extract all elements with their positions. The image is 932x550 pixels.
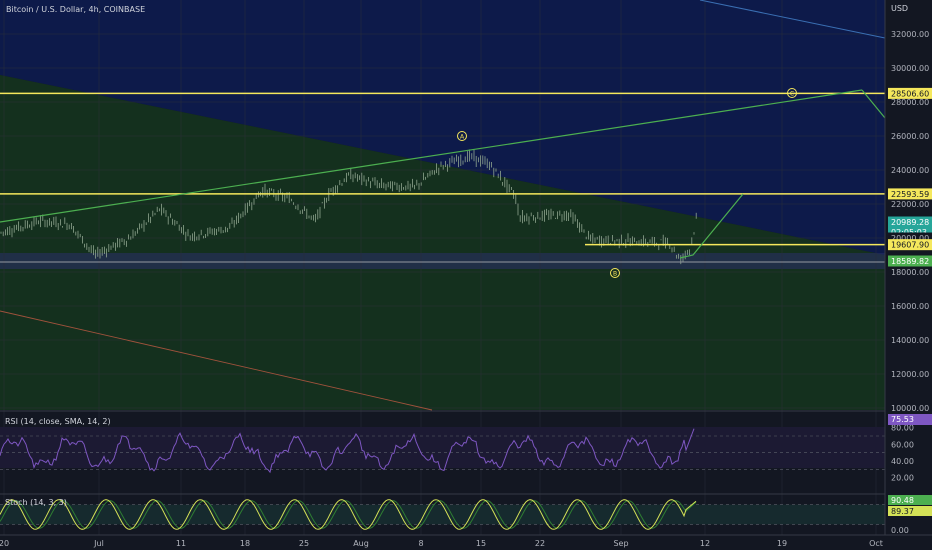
stoch-label: Stoch (14, 3, 3): [5, 498, 67, 507]
stoch-d-value: 89.37: [891, 507, 914, 516]
rsi-pane[interactable]: [0, 410, 932, 474]
rsi-tick: 60.00: [891, 440, 914, 449]
support-range-box: [0, 253, 885, 269]
price-tick: 12000.00: [891, 370, 929, 379]
price-tick: 18000.00: [891, 268, 929, 277]
rsi-tick: 20.00: [891, 474, 914, 483]
tag-level-base: 18589.82: [891, 257, 929, 266]
tag-partial-tick: 20000.00: [891, 234, 929, 243]
tag-countdown-bg: [888, 226, 932, 238]
stoch-band: [0, 504, 885, 525]
chart-title: Bitcoin / U.S. Dollar, 4h, COINBASE: [6, 5, 145, 14]
tag-level-mid-bg: [888, 188, 932, 200]
projection-up[interactable]: [679, 193, 744, 259]
time-tick: 15: [476, 539, 486, 548]
price-tick: 30000.00: [891, 64, 929, 73]
stoch-pane[interactable]: [0, 493, 932, 530]
time-tick: 18: [240, 539, 250, 548]
tag-level-low: 19607.90: [891, 241, 929, 250]
stoch-d-bg: [888, 506, 932, 516]
tag-partial-tick-bg: [888, 232, 932, 244]
lower-channel-zone: [0, 75, 885, 410]
upper-channel-line[interactable]: [699, 0, 886, 39]
price-tick: 14000.00: [891, 336, 929, 345]
rsi-tick: 80.00: [891, 424, 914, 433]
price-axis[interactable]: 32000.00 30000.00 28000.00 26000.00 24000.00…: [884, 0, 932, 550]
stoch-k-value: 90.48: [891, 496, 914, 505]
time-tick: Aug: [353, 539, 369, 548]
time-tick: 19: [777, 539, 787, 548]
projection-down[interactable]: [861, 89, 886, 119]
time-tick: Oct: [869, 539, 883, 548]
stoch-tick: 0.00: [891, 526, 909, 535]
price-tick: 10000.00: [891, 404, 929, 413]
stoch-k-bg: [888, 495, 932, 505]
rsi-value-bg: [888, 414, 932, 425]
rising-trendline[interactable]: [0, 89, 863, 223]
wave-c-label: C: [790, 91, 794, 98]
rsi-tick: 40.00: [891, 457, 914, 466]
time-tick: 12: [700, 539, 710, 548]
price-tick: 22000.00: [891, 200, 929, 209]
price-tick: 16000.00: [891, 302, 929, 311]
stoch-k-line: [0, 499, 697, 530]
chart-drawings[interactable]: [0, 0, 886, 411]
tag-level-high: 28506.60: [891, 89, 929, 98]
rsi-line: [0, 428, 695, 474]
descending-line[interactable]: [0, 310, 433, 411]
price-tick: 26000.00: [891, 132, 929, 141]
time-tick: 11: [176, 539, 186, 548]
rsi-band: [0, 427, 885, 468]
price-tick: 32000.00: [891, 30, 929, 39]
tag-level-high-bg: [888, 87, 932, 99]
wave-labels: A B C: [457, 88, 797, 278]
currency-label: USD: [891, 4, 908, 13]
time-axis-bg: [0, 535, 932, 550]
wave-a-marker: [457, 131, 467, 141]
time-tick: Jul: [93, 539, 104, 548]
tag-current-price: 20989.28: [891, 218, 929, 227]
time-tick: 22: [535, 539, 545, 548]
tag-level-mid: 22593.59: [891, 190, 929, 199]
price-tick: 24000.00: [891, 166, 929, 175]
tag-level-low-bg: [888, 239, 932, 251]
chart-grid: [0, 0, 885, 535]
wave-c-marker: [787, 88, 797, 98]
tag-level-base-bg: [888, 255, 932, 267]
time-tick: Sep: [613, 539, 628, 548]
wave-b-label: B: [613, 271, 617, 278]
time-tick: 8: [418, 539, 423, 548]
time-tick: 20: [0, 539, 9, 548]
price-tick: 28000.00: [891, 98, 929, 107]
time-axis[interactable]: 20 Jul 11 18 25 Aug 8 15 22 Sep 12 19 Oct: [0, 534, 932, 550]
rsi-value: 75.53: [891, 415, 914, 424]
wave-b-marker: [610, 268, 620, 278]
rsi-label: RSI (14, close, SMA, 14, 2): [5, 417, 111, 426]
wave-a-label: A: [460, 134, 465, 141]
time-tick: 25: [299, 539, 309, 548]
tag-current-price-bg: [888, 216, 932, 228]
upper-channel-zone: [0, 0, 885, 255]
